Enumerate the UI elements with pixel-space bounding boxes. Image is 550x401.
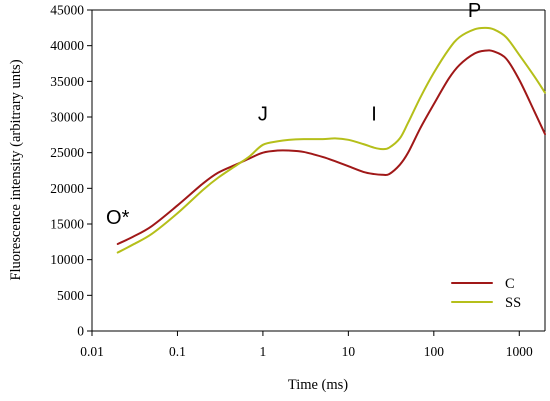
y-tick-label: 35000 bbox=[50, 74, 84, 89]
legend-label-ss: SS bbox=[505, 295, 521, 311]
annotation-label: J bbox=[258, 104, 268, 126]
x-axis-ticks: 0.01 0.1 1 10 100 1000 bbox=[80, 331, 533, 359]
y-tick-label: 15000 bbox=[50, 217, 84, 232]
plot-frame bbox=[91, 9, 546, 332]
annotation-layer: O* J I P bbox=[106, 0, 481, 229]
x-tick-label: 1000 bbox=[506, 344, 533, 359]
y-tick-label: 5000 bbox=[57, 288, 84, 303]
y-tick-label: 25000 bbox=[50, 145, 84, 160]
y-tick-label: 20000 bbox=[50, 181, 84, 196]
y-axis-ticks: 0 5000 10000 15000 20000 25000 30000 35000 40000… bbox=[50, 3, 92, 339]
x-axis-title: Time (ms) bbox=[288, 377, 348, 393]
series-layer bbox=[116, 26, 546, 254]
y-tick-label: 45000 bbox=[50, 3, 84, 18]
x-tick-label: 1 bbox=[260, 344, 267, 359]
x-tick-label: 0.1 bbox=[169, 344, 186, 359]
annotation-label: I bbox=[371, 104, 377, 126]
x-tick-label: 0.01 bbox=[80, 344, 104, 359]
y-tick-label: 10000 bbox=[50, 252, 84, 267]
annotation-label: P bbox=[468, 0, 481, 22]
x-tick-label: 10 bbox=[342, 344, 356, 359]
y-axis-title: Fluorescence intensity (arbitrary unts) bbox=[8, 59, 24, 280]
series-line-c bbox=[116, 49, 546, 245]
annotation-label: O* bbox=[106, 207, 130, 229]
y-tick-label: 40000 bbox=[50, 38, 84, 53]
legend: C SS bbox=[451, 276, 521, 311]
legend-label-c: C bbox=[505, 276, 515, 292]
y-tick-label: 30000 bbox=[50, 110, 84, 125]
x-tick-label: 100 bbox=[424, 344, 445, 359]
y-tick-label: 0 bbox=[77, 324, 84, 339]
series-line-ss bbox=[116, 26, 546, 254]
